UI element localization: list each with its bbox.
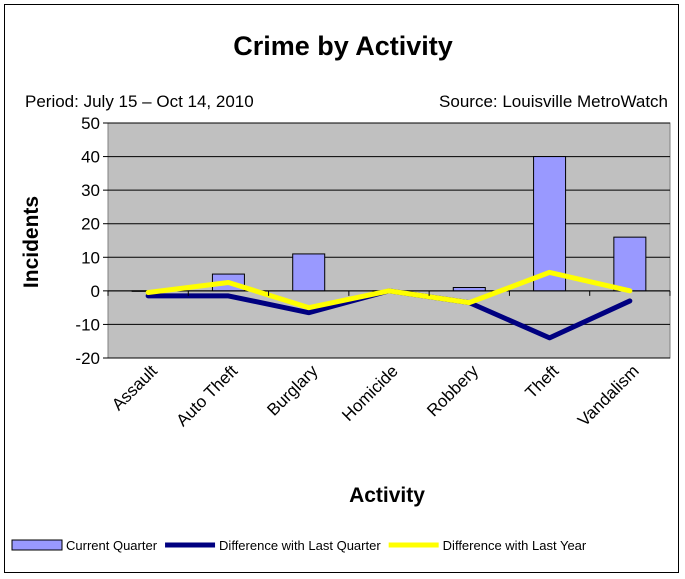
x-tick-label: Vandalism	[574, 361, 643, 430]
bar-series	[108, 156, 670, 292]
bar-burglary	[292, 253, 326, 292]
y-tick-label: -20	[75, 349, 100, 368]
bar-robbery	[452, 287, 486, 292]
legend-label: Current Quarter	[66, 538, 158, 553]
y-tick-label: 50	[81, 114, 100, 133]
legend-label: Difference with Last Quarter	[219, 538, 381, 553]
x-tick-label: Auto Theft	[173, 361, 242, 430]
x-tick-label: Assault	[108, 361, 161, 414]
plot-area	[107, 122, 671, 359]
y-tick-label: 0	[91, 282, 100, 301]
y-tick-label: 10	[81, 248, 100, 267]
line-series	[145, 269, 633, 341]
chart-title: Crime by Activity	[233, 31, 453, 61]
x-tick-label: Burglary	[263, 361, 322, 420]
y-tick-label: 40	[81, 148, 100, 167]
bar-theft	[533, 156, 567, 292]
legend-swatch-bar	[11, 539, 63, 551]
y-axis-title: Incidents	[20, 196, 43, 288]
source-label: Source: Louisville MetroWatch	[439, 92, 668, 111]
x-axis-title: Activity	[349, 484, 425, 507]
y-axis-ticks: -20 -10 0 10 20 30 40 50	[75, 114, 108, 368]
legend-label: Difference with Last Year	[443, 538, 587, 553]
bar-vandalism	[613, 236, 647, 292]
x-tick-label: Homicide	[338, 361, 402, 425]
x-tick-label: Robbery	[423, 361, 482, 420]
legend: Current Quarter Difference with Last Quar…	[11, 538, 587, 553]
y-tick-label: 30	[81, 181, 100, 200]
period-label: Period: July 15 – Oct 14, 2010	[25, 92, 254, 111]
y-tick-label: -10	[75, 315, 100, 334]
x-tick-label: Theft	[522, 361, 563, 402]
line-difference-with-last-year	[145, 269, 633, 311]
y-tick-label: 20	[81, 215, 100, 234]
